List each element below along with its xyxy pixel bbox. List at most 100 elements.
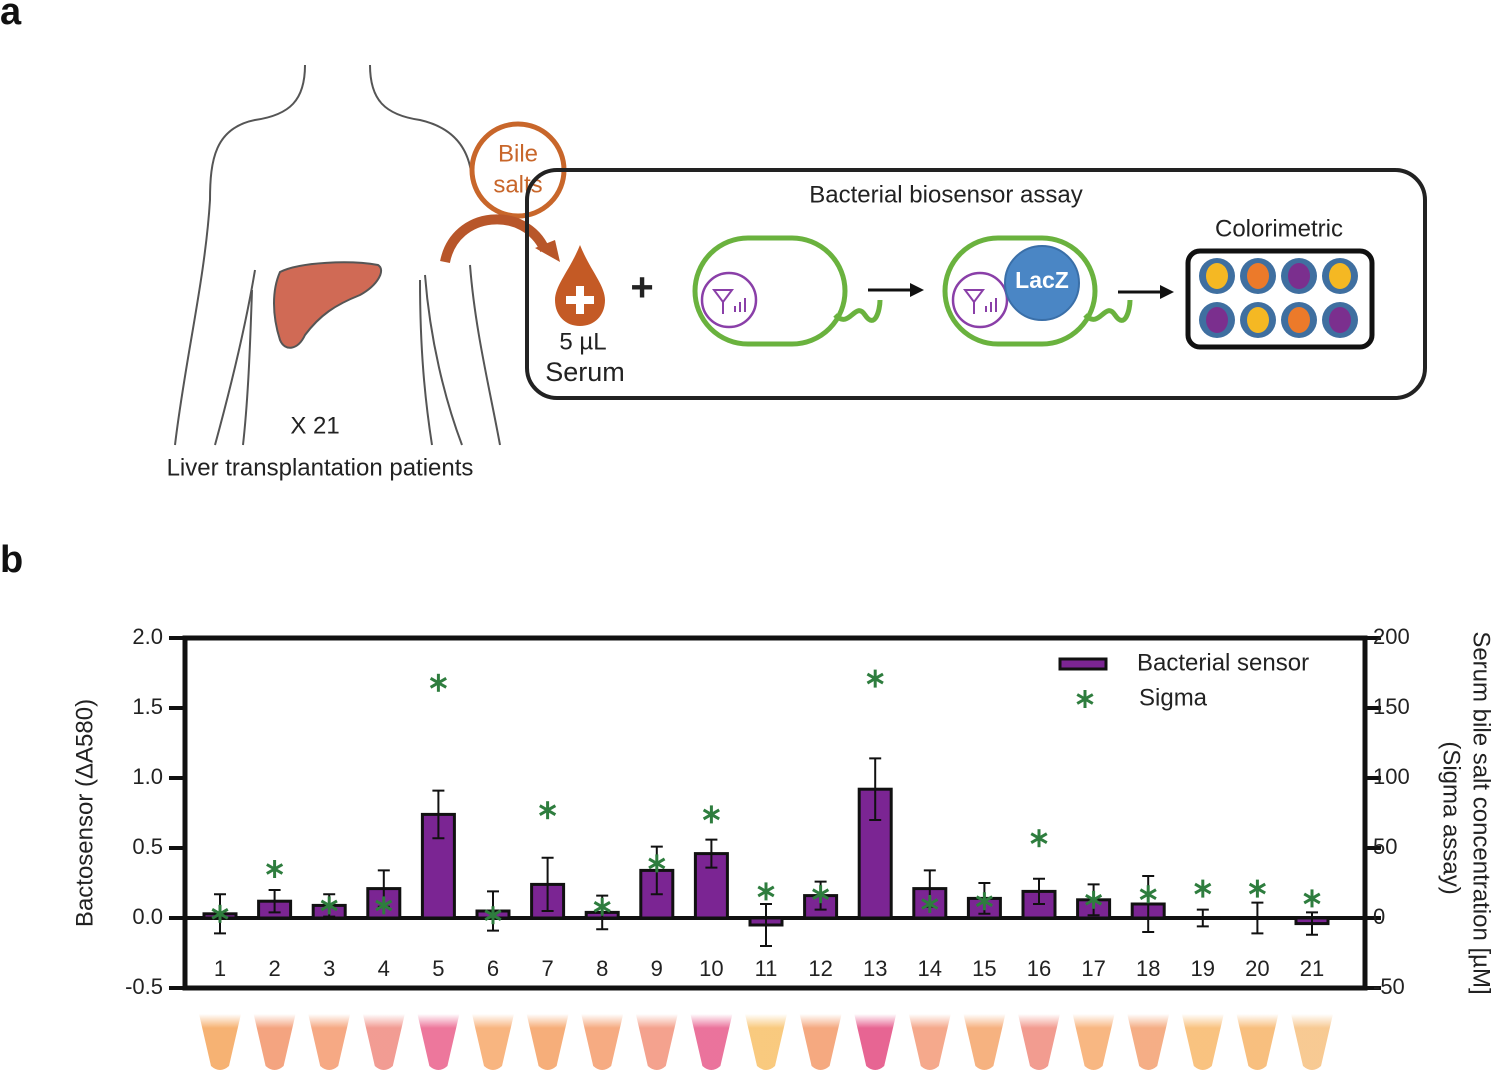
tube — [635, 1014, 678, 1070]
x-tick-label: 16 — [1027, 956, 1051, 981]
curved-arrow — [440, 214, 550, 264]
star-marker — [1030, 829, 1048, 848]
arrow-head — [535, 240, 560, 262]
star-marker — [320, 896, 338, 915]
cross — [566, 286, 594, 314]
body-outline — [174, 64, 501, 446]
x-tick-label: 17 — [1081, 956, 1105, 981]
tube — [1072, 1014, 1115, 1070]
x-tick-label: 12 — [808, 956, 832, 981]
star-marker — [429, 673, 447, 692]
error-bar — [541, 856, 554, 912]
volume: 5 µL — [559, 328, 606, 355]
error-bar — [1196, 908, 1209, 928]
error-bar — [1251, 901, 1264, 935]
legend-label: Bacterial sensor — [1137, 649, 1309, 676]
liver — [273, 261, 383, 349]
star-marker — [1139, 885, 1157, 904]
x-tick-label: 19 — [1191, 956, 1215, 981]
tube — [908, 1014, 951, 1070]
tube — [308, 1014, 351, 1070]
y-tick-label: 0.5 — [132, 834, 163, 859]
x-tick-label: 15 — [972, 956, 996, 981]
star-marker — [1248, 879, 1266, 898]
y-tick-label: 1.0 — [132, 764, 163, 789]
error-bar — [432, 789, 445, 840]
star-marker — [1194, 879, 1212, 898]
y2-tick-label: 50 — [1373, 834, 1397, 859]
star-marker — [593, 897, 611, 916]
x-tick-label: 3 — [323, 956, 335, 981]
plot-frame — [182, 635, 1368, 991]
star-marker — [702, 805, 720, 824]
error-bar — [869, 757, 882, 821]
x-tick-label: 7 — [541, 956, 553, 981]
star-marker — [812, 885, 830, 904]
x-tick-label: 20 — [1245, 956, 1269, 981]
blood-drop — [555, 245, 605, 326]
assay-title: Bacterial biosensor assay — [809, 181, 1082, 208]
y-tick-label: 2.0 — [132, 624, 163, 649]
star-marker — [757, 882, 775, 901]
tube — [472, 1014, 514, 1070]
star-marker — [539, 801, 557, 820]
x-tick-label: 2 — [268, 956, 280, 981]
x-tick-label: 11 — [755, 956, 778, 981]
star-marker — [866, 669, 884, 688]
x-tick-label: 14 — [918, 956, 942, 981]
tube — [362, 1014, 405, 1070]
x-tick-label: 13 — [863, 956, 887, 981]
wells — [1199, 258, 1358, 338]
y-tick-label: -0.5 — [125, 974, 163, 999]
y2-tick-label: 150 — [1373, 694, 1410, 719]
tube — [1018, 1014, 1060, 1070]
tube — [854, 1014, 897, 1070]
y-tick-label: 0.0 — [132, 904, 163, 929]
y2-tick-label: 0 — [1373, 904, 1385, 929]
tube — [1236, 1014, 1279, 1070]
tube — [417, 1014, 460, 1070]
error-bar — [1306, 911, 1318, 936]
tube — [581, 1014, 624, 1070]
star-marker — [1085, 890, 1103, 909]
x-tick-label: 21 — [1300, 956, 1324, 981]
legend-swatch — [1058, 657, 1108, 671]
patient-count: X 21 — [290, 412, 339, 439]
tube — [799, 1014, 842, 1070]
error-bar — [1033, 877, 1045, 905]
tube — [1291, 1014, 1333, 1070]
star-marker — [1303, 889, 1321, 908]
star-marker — [211, 904, 229, 923]
bubble-text: salts — [493, 171, 542, 198]
enzyme: LacZ — [1015, 267, 1069, 293]
legend-swatch — [1076, 690, 1094, 708]
assay-box — [525, 168, 1427, 400]
error-bar — [760, 903, 772, 947]
x-tick-label: 1 — [214, 956, 226, 981]
bacterium — [942, 235, 1133, 347]
star-marker — [648, 854, 666, 873]
arrow-head — [910, 283, 924, 297]
bar — [420, 812, 456, 920]
tube — [1127, 1014, 1170, 1070]
tube — [745, 1014, 787, 1070]
tube — [199, 1014, 241, 1070]
y2-axis-label: Serum bile salt concentration [µM] — [1468, 631, 1495, 994]
star-marker — [921, 895, 939, 913]
y2-tick-label: -50 — [1373, 974, 1405, 999]
star-marker — [484, 906, 502, 925]
y2-tick-label: 200 — [1373, 624, 1410, 649]
sample: Serum — [545, 357, 625, 387]
y-tick-label: 1.5 — [132, 694, 163, 719]
y2-axis-label: (Sigma assay) — [1438, 741, 1465, 894]
bubble-text: Bile — [498, 140, 538, 167]
bacterium — [692, 235, 883, 347]
arrow-head — [1160, 285, 1174, 299]
plus: + — [630, 266, 653, 310]
tube — [526, 1014, 569, 1070]
legend-label: Sigma — [1139, 684, 1208, 711]
patients: Liver transplantation patients — [167, 454, 474, 481]
x-tick-label: 6 — [487, 956, 499, 981]
error-bar — [268, 889, 281, 914]
x-tick-label: 5 — [432, 956, 444, 981]
